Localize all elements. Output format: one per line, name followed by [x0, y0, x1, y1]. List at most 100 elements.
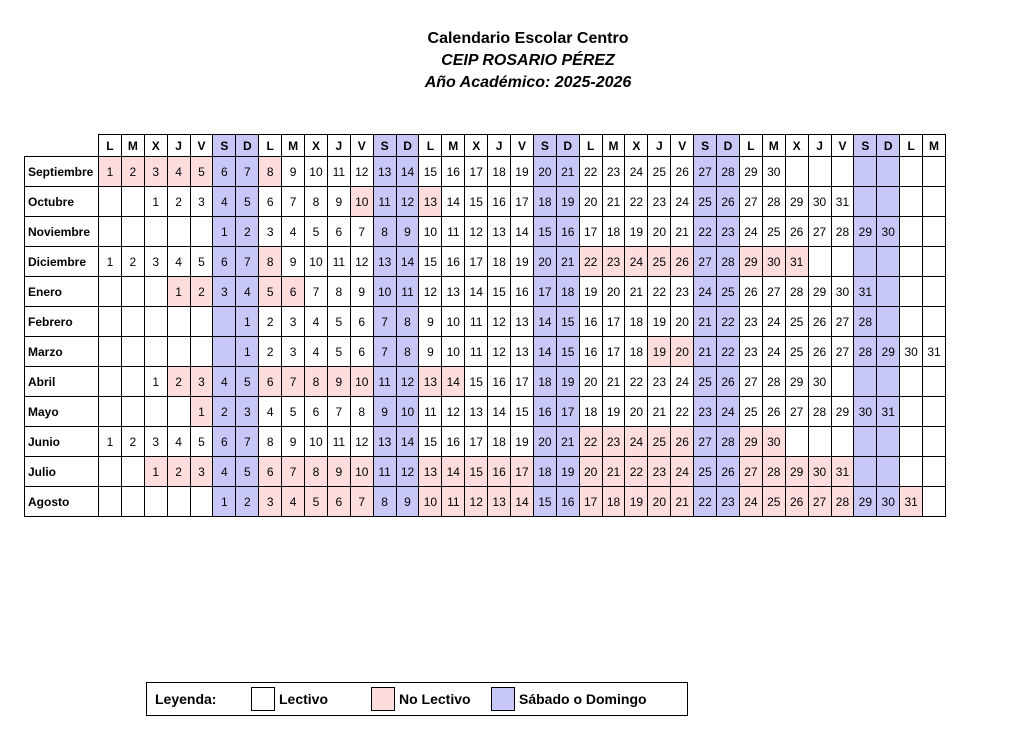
day-cell: 21	[670, 216, 695, 247]
day-cell: 16	[441, 246, 466, 277]
day-cell: 17	[578, 216, 603, 247]
day-cell: 7	[235, 426, 260, 457]
day-cell: 13	[441, 276, 466, 307]
month-label: Diciembre	[24, 246, 99, 277]
month-row: Enero 1 2 3 4 5 6 7 8 9 10 11 12 13 14 15 16 17 18 19 20 21 22…	[24, 276, 946, 307]
empty-cell	[120, 276, 145, 307]
day-cell: 22	[647, 276, 672, 307]
day-cell: 17	[578, 486, 603, 517]
empty-cell	[899, 156, 924, 187]
day-cell: 11	[326, 246, 351, 277]
day-cell: 29	[807, 276, 832, 307]
day-cell: 10	[441, 306, 466, 337]
day-cell: 22	[578, 246, 603, 277]
day-cell: 18	[555, 276, 580, 307]
day-cell: 13	[464, 396, 489, 427]
empty-cell	[876, 246, 901, 277]
month-label: Noviembre	[24, 216, 99, 247]
day-cell: 6	[212, 156, 237, 187]
month-row: Agosto 1 2 3 4 5 6 7 8 9 10 11 12 13 14 15 16 17 18 19 20 21 2…	[24, 486, 946, 517]
month-label: Febrero	[24, 306, 99, 337]
day-cell: 20	[532, 246, 557, 277]
legend-weekend-swatch	[491, 687, 515, 711]
day-cell: 31	[899, 486, 924, 517]
empty-cell	[120, 306, 145, 337]
empty-cell	[120, 216, 145, 247]
weekday-header: D	[876, 134, 901, 157]
day-cell: 12	[464, 216, 489, 247]
day-cell: 20	[670, 336, 695, 367]
day-cell: 19	[647, 306, 672, 337]
day-cell: 18	[601, 216, 626, 247]
day-cell: 29	[784, 186, 809, 217]
day-cell: 21	[555, 246, 580, 277]
day-cell: 23	[647, 186, 672, 217]
weekday-header: X	[784, 134, 809, 157]
day-cell: 8	[326, 276, 351, 307]
day-cell: 15	[510, 396, 534, 427]
weekday-header: S	[693, 134, 718, 157]
day-cell: 24	[761, 336, 786, 367]
weekday-header: L	[899, 134, 924, 157]
day-cell: 17	[532, 276, 557, 307]
weekday-header: M	[761, 134, 786, 157]
day-cell: 27	[807, 486, 832, 517]
day-cell: 11	[326, 426, 351, 457]
day-cell: 12	[487, 336, 512, 367]
empty-cell	[143, 396, 168, 427]
day-cell: 21	[601, 366, 626, 397]
day-cell: 23	[601, 156, 626, 187]
day-cell: 1	[143, 186, 168, 217]
day-cell: 21	[555, 426, 580, 457]
month-label: Junio	[24, 426, 99, 457]
day-cell: 1	[98, 156, 122, 187]
empty-cell	[899, 306, 924, 337]
empty-cell	[922, 426, 946, 457]
month-row: Diciembre 1 2 3 4 5 6 7 8 9 10 11 12 13 14 15 16 17 18 19 20…	[24, 246, 946, 277]
day-cell: 15	[487, 276, 512, 307]
day-cell: 13	[372, 246, 397, 277]
day-cell: 5	[235, 456, 260, 487]
day-cell: 26	[738, 276, 763, 307]
day-cell: 3	[143, 246, 168, 277]
day-cell: 9	[349, 276, 374, 307]
day-cell: 2	[166, 186, 191, 217]
day-cell: 28	[853, 306, 878, 337]
day-cell: 21	[647, 396, 672, 427]
day-cell: 8	[304, 366, 328, 397]
day-cell: 12	[349, 156, 374, 187]
day-cell: 23	[716, 486, 740, 517]
day-cell: 30	[876, 486, 901, 517]
day-cell: 11	[326, 156, 351, 187]
day-cell: 12	[349, 426, 374, 457]
month-label: Mayo	[24, 396, 99, 427]
day-cell: 31	[853, 276, 878, 307]
day-cell: 7	[349, 216, 374, 247]
day-cell: 19	[555, 366, 580, 397]
day-cell: 27	[693, 156, 718, 187]
day-cell: 15	[464, 456, 489, 487]
weekday-header: L	[98, 134, 122, 157]
day-cell: 29	[876, 336, 901, 367]
empty-cell	[922, 246, 946, 277]
day-cell: 26	[807, 306, 832, 337]
legend-lectivo-label: Lectivo	[279, 691, 329, 707]
day-cell: 20	[647, 216, 672, 247]
month-label: Septiembre	[24, 156, 99, 187]
day-cell: 7	[372, 336, 397, 367]
day-cell: 19	[510, 426, 534, 457]
day-cell: 18	[601, 486, 626, 517]
day-cell: 16	[555, 216, 580, 247]
empty-cell	[922, 216, 946, 247]
day-cell: 13	[372, 426, 397, 457]
day-cell: 16	[487, 456, 512, 487]
empty-cell	[98, 486, 122, 517]
day-cell: 27	[830, 306, 855, 337]
day-cell: 21	[555, 156, 580, 187]
day-cell: 1	[235, 306, 260, 337]
empty-cell	[166, 396, 191, 427]
day-cell: 11	[418, 396, 443, 427]
day-cell: 14	[395, 426, 420, 457]
legend-no-lectivo-label: No Lectivo	[399, 691, 471, 707]
day-cell: 3	[281, 336, 306, 367]
